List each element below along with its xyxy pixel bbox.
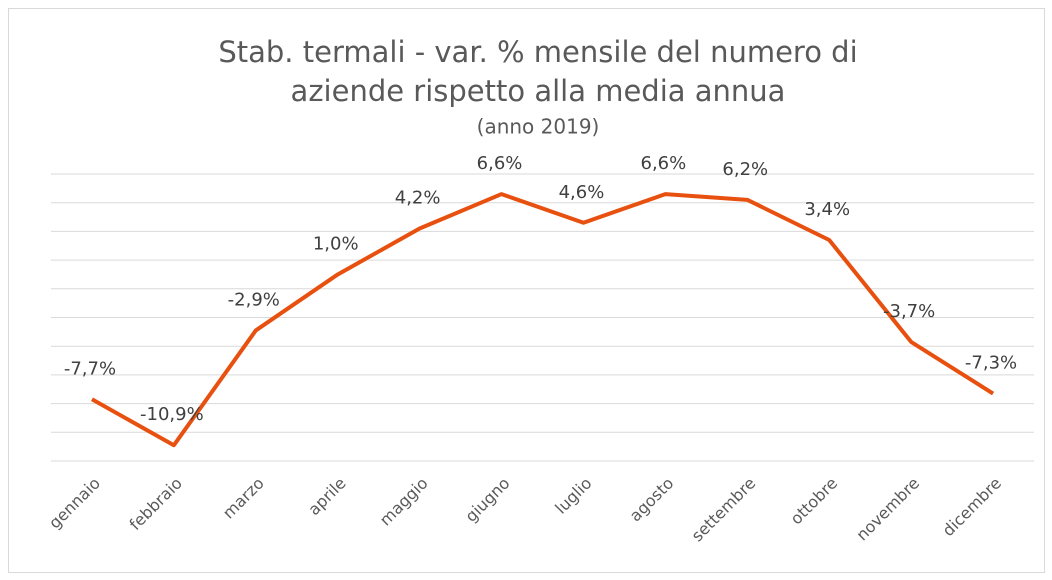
data-label: -2,9% bbox=[228, 289, 280, 310]
data-label: 3,4% bbox=[804, 199, 850, 220]
data-label: 4,6% bbox=[559, 182, 605, 203]
data-label: -10,9% bbox=[140, 404, 204, 425]
data-label: 6,2% bbox=[722, 159, 768, 180]
chart-title: Stab. termali - var. % mensile del numer… bbox=[218, 35, 857, 69]
data-label: 4,2% bbox=[395, 188, 441, 209]
data-label: 1,0% bbox=[313, 233, 359, 254]
data-label: -3,7% bbox=[883, 301, 935, 322]
chart-subtitle: (anno 2019) bbox=[477, 115, 600, 139]
data-label: -7,3% bbox=[965, 353, 1017, 374]
data-line bbox=[90, 192, 995, 448]
data-label: 6,6% bbox=[641, 153, 687, 174]
chart-title: aziende rispetto alla media annua bbox=[291, 74, 786, 108]
data-label: -7,7% bbox=[64, 358, 116, 379]
data-label: 6,6% bbox=[477, 153, 523, 174]
